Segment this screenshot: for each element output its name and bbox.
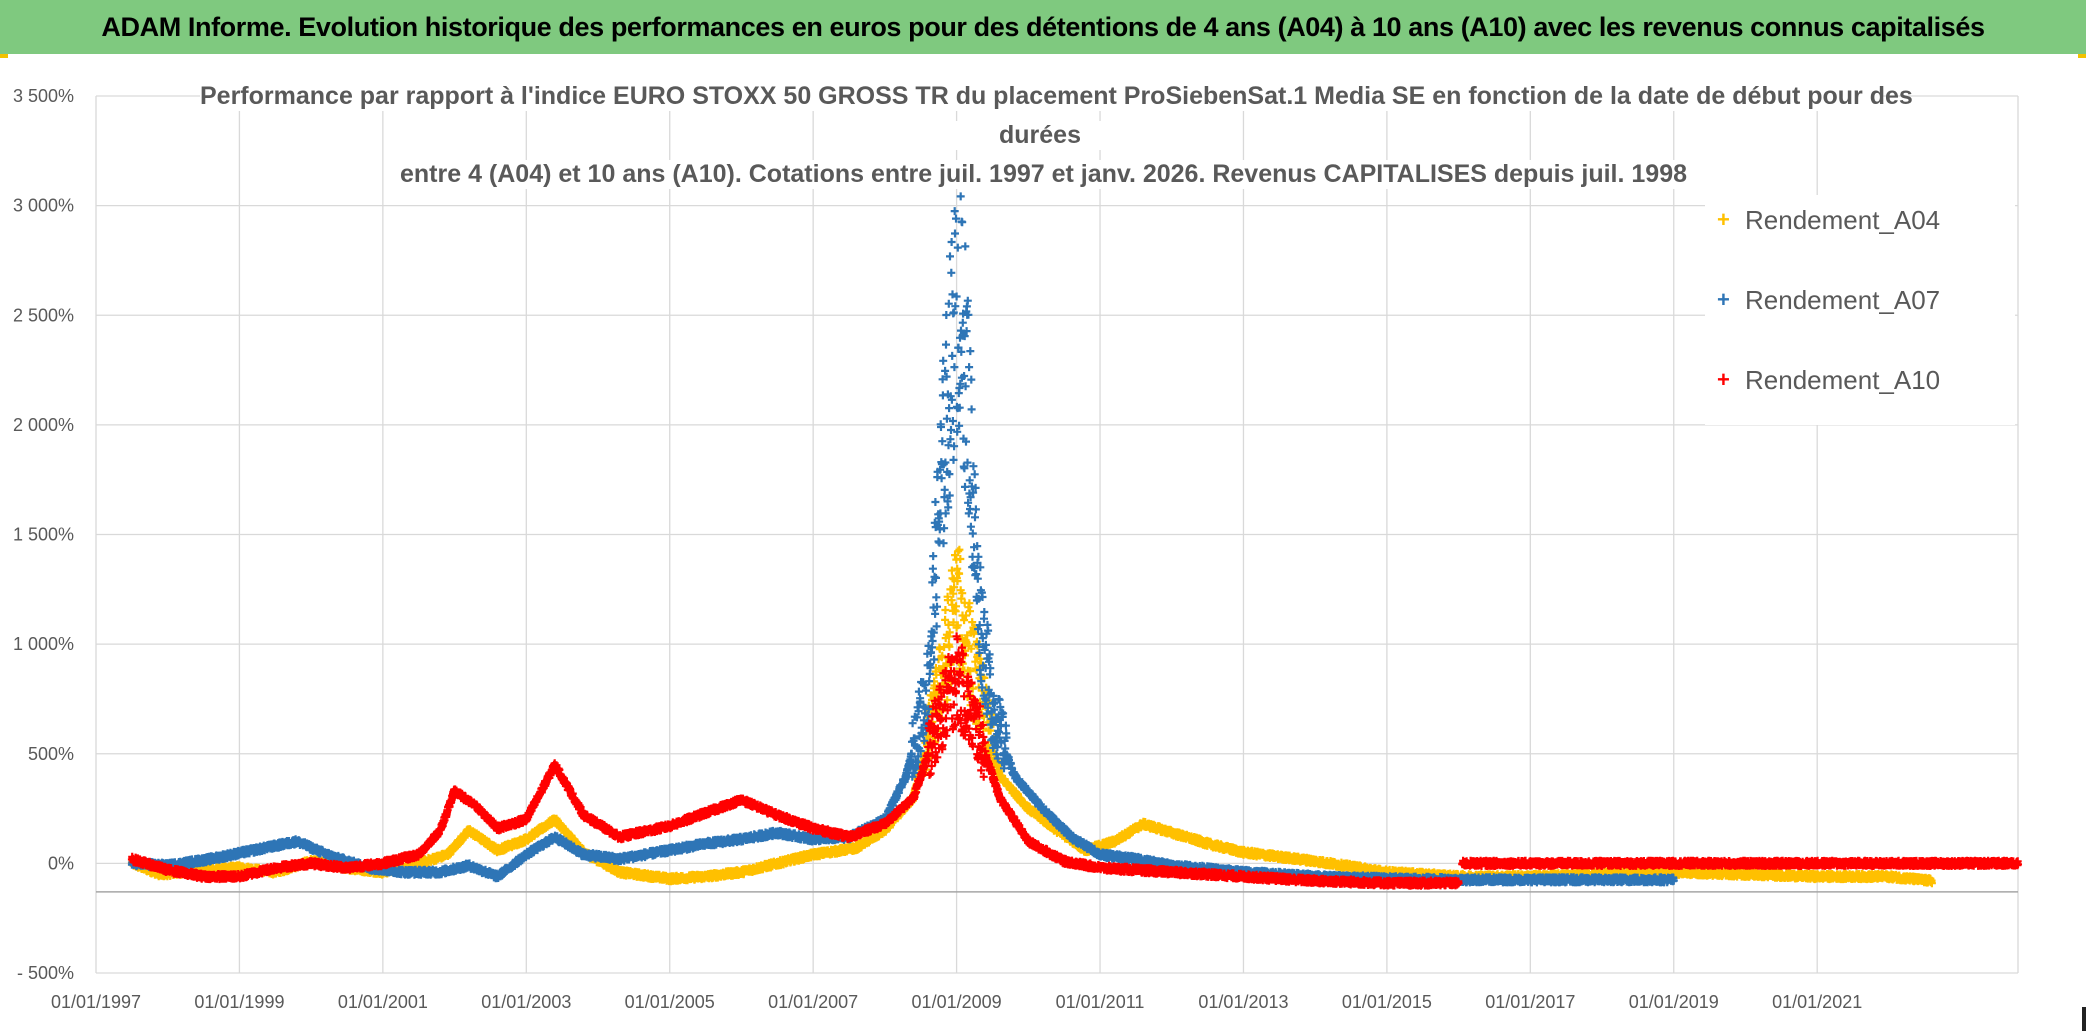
scatter-series-a10-flat — [1458, 856, 2022, 870]
x-tick-label: 01/01/2015 — [1342, 992, 1432, 1012]
axes: - 500% 0% 500% 1 000% 1 500% 2 000% 2 500% 3 00… — [13, 86, 2018, 1012]
scatter-series-a10 — [127, 632, 1463, 890]
x-tick-label: 01/01/2003 — [481, 992, 571, 1012]
x-tick-label: 01/01/2019 — [1629, 992, 1719, 1012]
data-series — [127, 167, 2022, 890]
legend-label-a04: Rendement_A04 — [1745, 204, 1941, 235]
series-markers — [1458, 856, 2022, 870]
legend-item-a07: + Rendement_A07 — [1717, 280, 1940, 320]
y-tick-label: 500% — [28, 744, 74, 764]
gridlines — [95, 95, 2019, 974]
legend-marker-a10: + — [1717, 367, 1730, 392]
x-tick-label: 01/01/2011 — [1056, 992, 1145, 1012]
y-tick-label: 2 500% — [13, 305, 74, 325]
series-markers — [127, 632, 1463, 890]
x-tick-label: 01/01/2021 — [1772, 992, 1862, 1012]
y-tick-label: 0% — [48, 853, 74, 873]
x-tick-label: 01/01/2017 — [1485, 992, 1575, 1012]
x-tick-label: 01/01/2013 — [1198, 992, 1288, 1012]
legend-label-a07: Rendement_A07 — [1745, 284, 1941, 315]
legend-item-a10: + Rendement_A10 — [1717, 360, 1940, 400]
chart-title-line-3: entre 4 (A04) et 10 ans (A10). Cotations… — [400, 160, 1688, 189]
x-tick-label: 01/01/1999 — [194, 992, 284, 1012]
y-tick-label: - 500% — [17, 963, 74, 983]
x-tick-label: 01/01/2007 — [768, 992, 858, 1012]
y-tick-label: 1 000% — [13, 634, 74, 654]
chart-title-line-2: durées — [940, 121, 1140, 150]
report-banner-title: ADAM Informe. Evolution historique des p… — [0, 0, 2086, 54]
y-tick-label: 3 000% — [13, 196, 74, 216]
x-tick-label: 01/01/2001 — [338, 992, 428, 1012]
scatter-series-a04 — [127, 545, 1936, 888]
x-tick-label: 01/01/1997 — [51, 992, 141, 1012]
series-markers — [127, 167, 1678, 887]
corner-accent-top-left — [0, 54, 8, 58]
corner-accent-top-right — [2078, 54, 2086, 58]
legend-item-a04: + Rendement_A04 — [1717, 200, 1940, 240]
legend-label-a10: Rendement_A10 — [1745, 364, 1941, 395]
corner-accent-bottom-right — [2082, 1007, 2086, 1031]
y-tick-label: 2 000% — [13, 415, 74, 435]
legend-marker-a07: + — [1717, 287, 1730, 312]
x-tick-label: 01/01/2005 — [625, 992, 715, 1012]
y-tick-label: 1 500% — [13, 525, 74, 545]
x-tick-label: 01/01/2009 — [912, 992, 1002, 1012]
series-markers — [127, 545, 1936, 888]
legend-marker-a04: + — [1717, 207, 1730, 232]
chart-legend: + Rendement_A04 + Rendement_A07 + Rendem… — [1705, 195, 2015, 425]
chart-title-line-1: Performance par rapport à l'indice EURO … — [200, 82, 1913, 111]
scatter-series-a07 — [127, 167, 1678, 887]
y-tick-label: 3 500% — [13, 86, 74, 106]
